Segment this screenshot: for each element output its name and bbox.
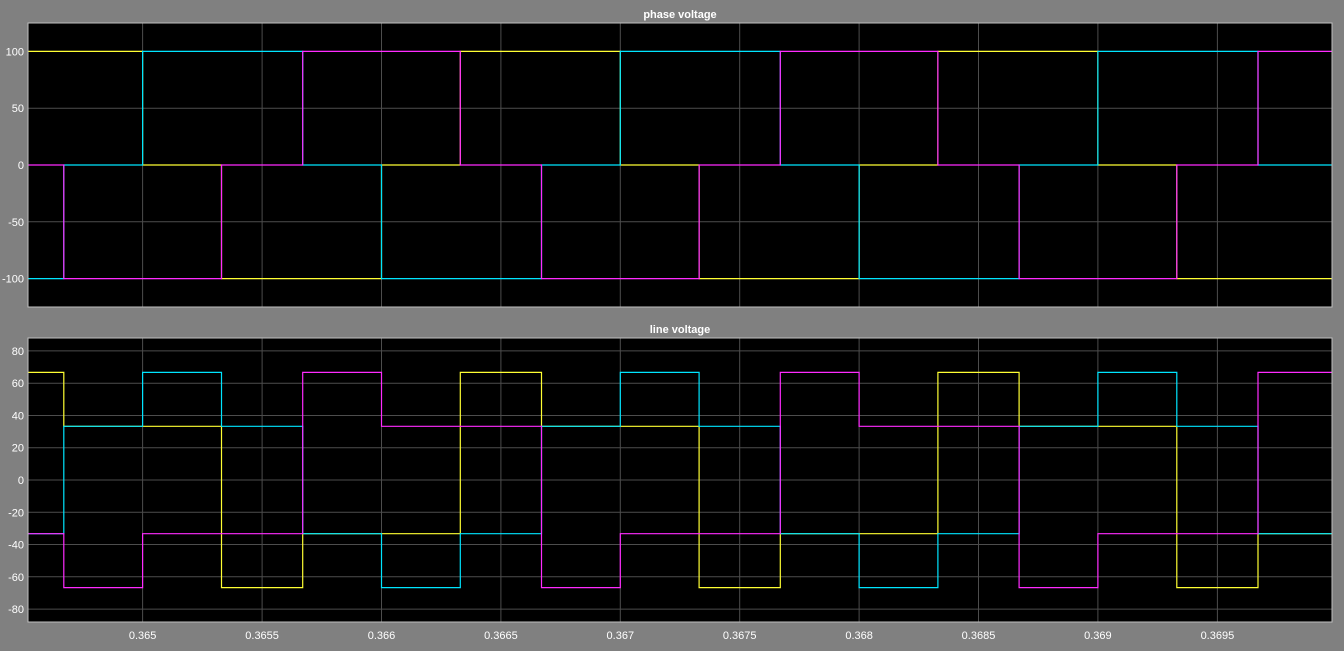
x-tick-label: 0.368 — [845, 630, 873, 642]
phase-voltage-panel: phase voltage -100 -50 0 50 100 — [2, 9, 1333, 308]
x-tick-label: 0.369 — [1084, 630, 1112, 642]
y-tick-label: 100 — [6, 46, 24, 58]
line-voltage-title: line voltage — [650, 324, 711, 336]
y-tick-label: 40 — [12, 411, 24, 423]
y-tick-label: 0 — [18, 475, 24, 487]
y-tick-label: -60 — [8, 572, 24, 584]
y-tick-label: 0 — [18, 160, 24, 172]
series-1-line — [28, 371, 1332, 589]
y-tick-label: -40 — [8, 540, 24, 552]
grid-lines — [28, 338, 1332, 622]
x-tick-label: 0.365 — [129, 630, 157, 642]
y-tick-label: -20 — [8, 507, 24, 519]
x-tick-label: 0.366 — [368, 630, 396, 642]
x-tick-label: 0.3665 — [484, 630, 518, 642]
y-tick-label: -80 — [8, 604, 24, 616]
plot-frame — [27, 22, 1333, 308]
y-tick-label: 80 — [12, 346, 24, 358]
phase-voltage-title: phase voltage — [643, 9, 716, 21]
series-3-line — [28, 50, 1332, 280]
plot-frame — [27, 337, 1333, 623]
x-tick-label: 0.367 — [607, 630, 635, 642]
y-tick-label: 60 — [12, 378, 24, 390]
y-tick-label: 20 — [12, 443, 24, 455]
line-voltage-panel: line voltage -80 -60 -40 -20 0 20 40 60 80 0.365 0… — [8, 324, 1333, 642]
x-tick-label: 0.3685 — [962, 630, 996, 642]
series-2-line — [28, 371, 1332, 589]
x-tick-label: 0.3675 — [723, 630, 757, 642]
series-3-line — [28, 371, 1332, 589]
y-tick-label: -100 — [2, 274, 24, 286]
x-tick-label: 0.3655 — [245, 630, 279, 642]
x-tick-label: 0.3695 — [1201, 630, 1235, 642]
series-2-line — [28, 50, 1332, 280]
y-tick-label: 50 — [12, 103, 24, 115]
y-tick-label: -50 — [8, 217, 24, 229]
